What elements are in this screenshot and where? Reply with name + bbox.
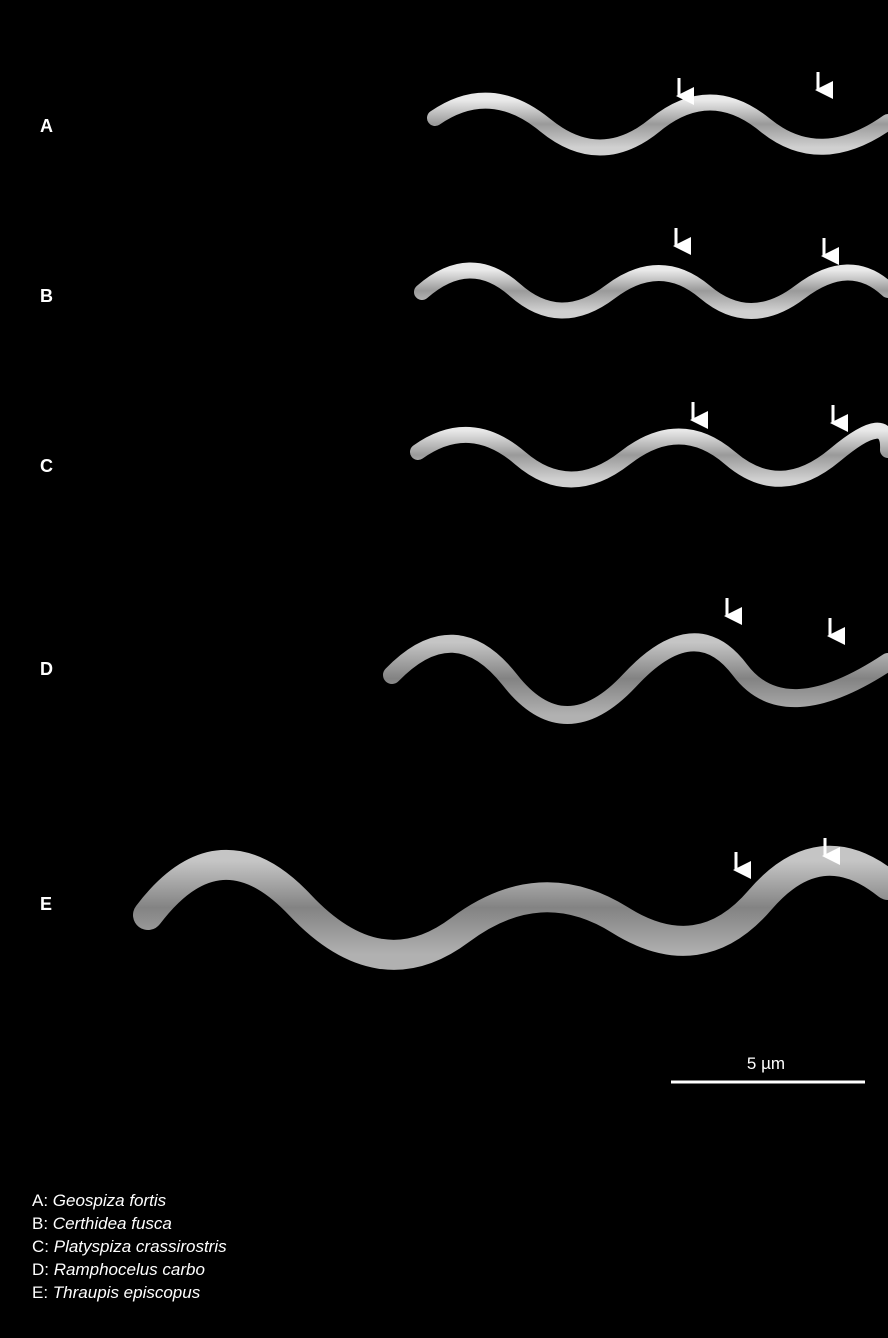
legend-entry: B: Certhidea fusca xyxy=(32,1214,172,1233)
legend-entry: A: Geospiza fortis xyxy=(32,1191,167,1210)
legend-species: Thraupis episcopus xyxy=(53,1283,201,1302)
legend-key: B: xyxy=(32,1214,48,1233)
legend-species: Platyspiza crassirostris xyxy=(54,1237,227,1256)
background xyxy=(0,0,888,1338)
legend-key: A: xyxy=(32,1191,48,1210)
legend-key: C: xyxy=(32,1237,49,1256)
legend-entry: D: Ramphocelus carbo xyxy=(32,1260,205,1279)
legend-species: Geospiza fortis xyxy=(53,1191,167,1210)
panel-label: C xyxy=(40,456,53,476)
panel-label: D xyxy=(40,659,53,679)
panel-label: E xyxy=(40,894,52,914)
legend-species: Certhidea fusca xyxy=(53,1214,172,1233)
legend-entry: E: Thraupis episcopus xyxy=(32,1283,201,1302)
legend-entry: C: Platyspiza crassirostris xyxy=(32,1237,227,1256)
page: A B C D E 5 µm A: Geospiza fortis B: Cer… xyxy=(0,0,888,1338)
panel-label: A xyxy=(40,116,53,136)
legend-key: D: xyxy=(32,1260,49,1279)
scale-bar-label: 5 µm xyxy=(747,1054,785,1073)
figure: A B C D E 5 µm A: Geospiza fortis B: Cer… xyxy=(0,0,888,1338)
legend-key: E: xyxy=(32,1283,48,1302)
panel-label: B xyxy=(40,286,53,306)
legend-species: Ramphocelus carbo xyxy=(54,1260,205,1279)
